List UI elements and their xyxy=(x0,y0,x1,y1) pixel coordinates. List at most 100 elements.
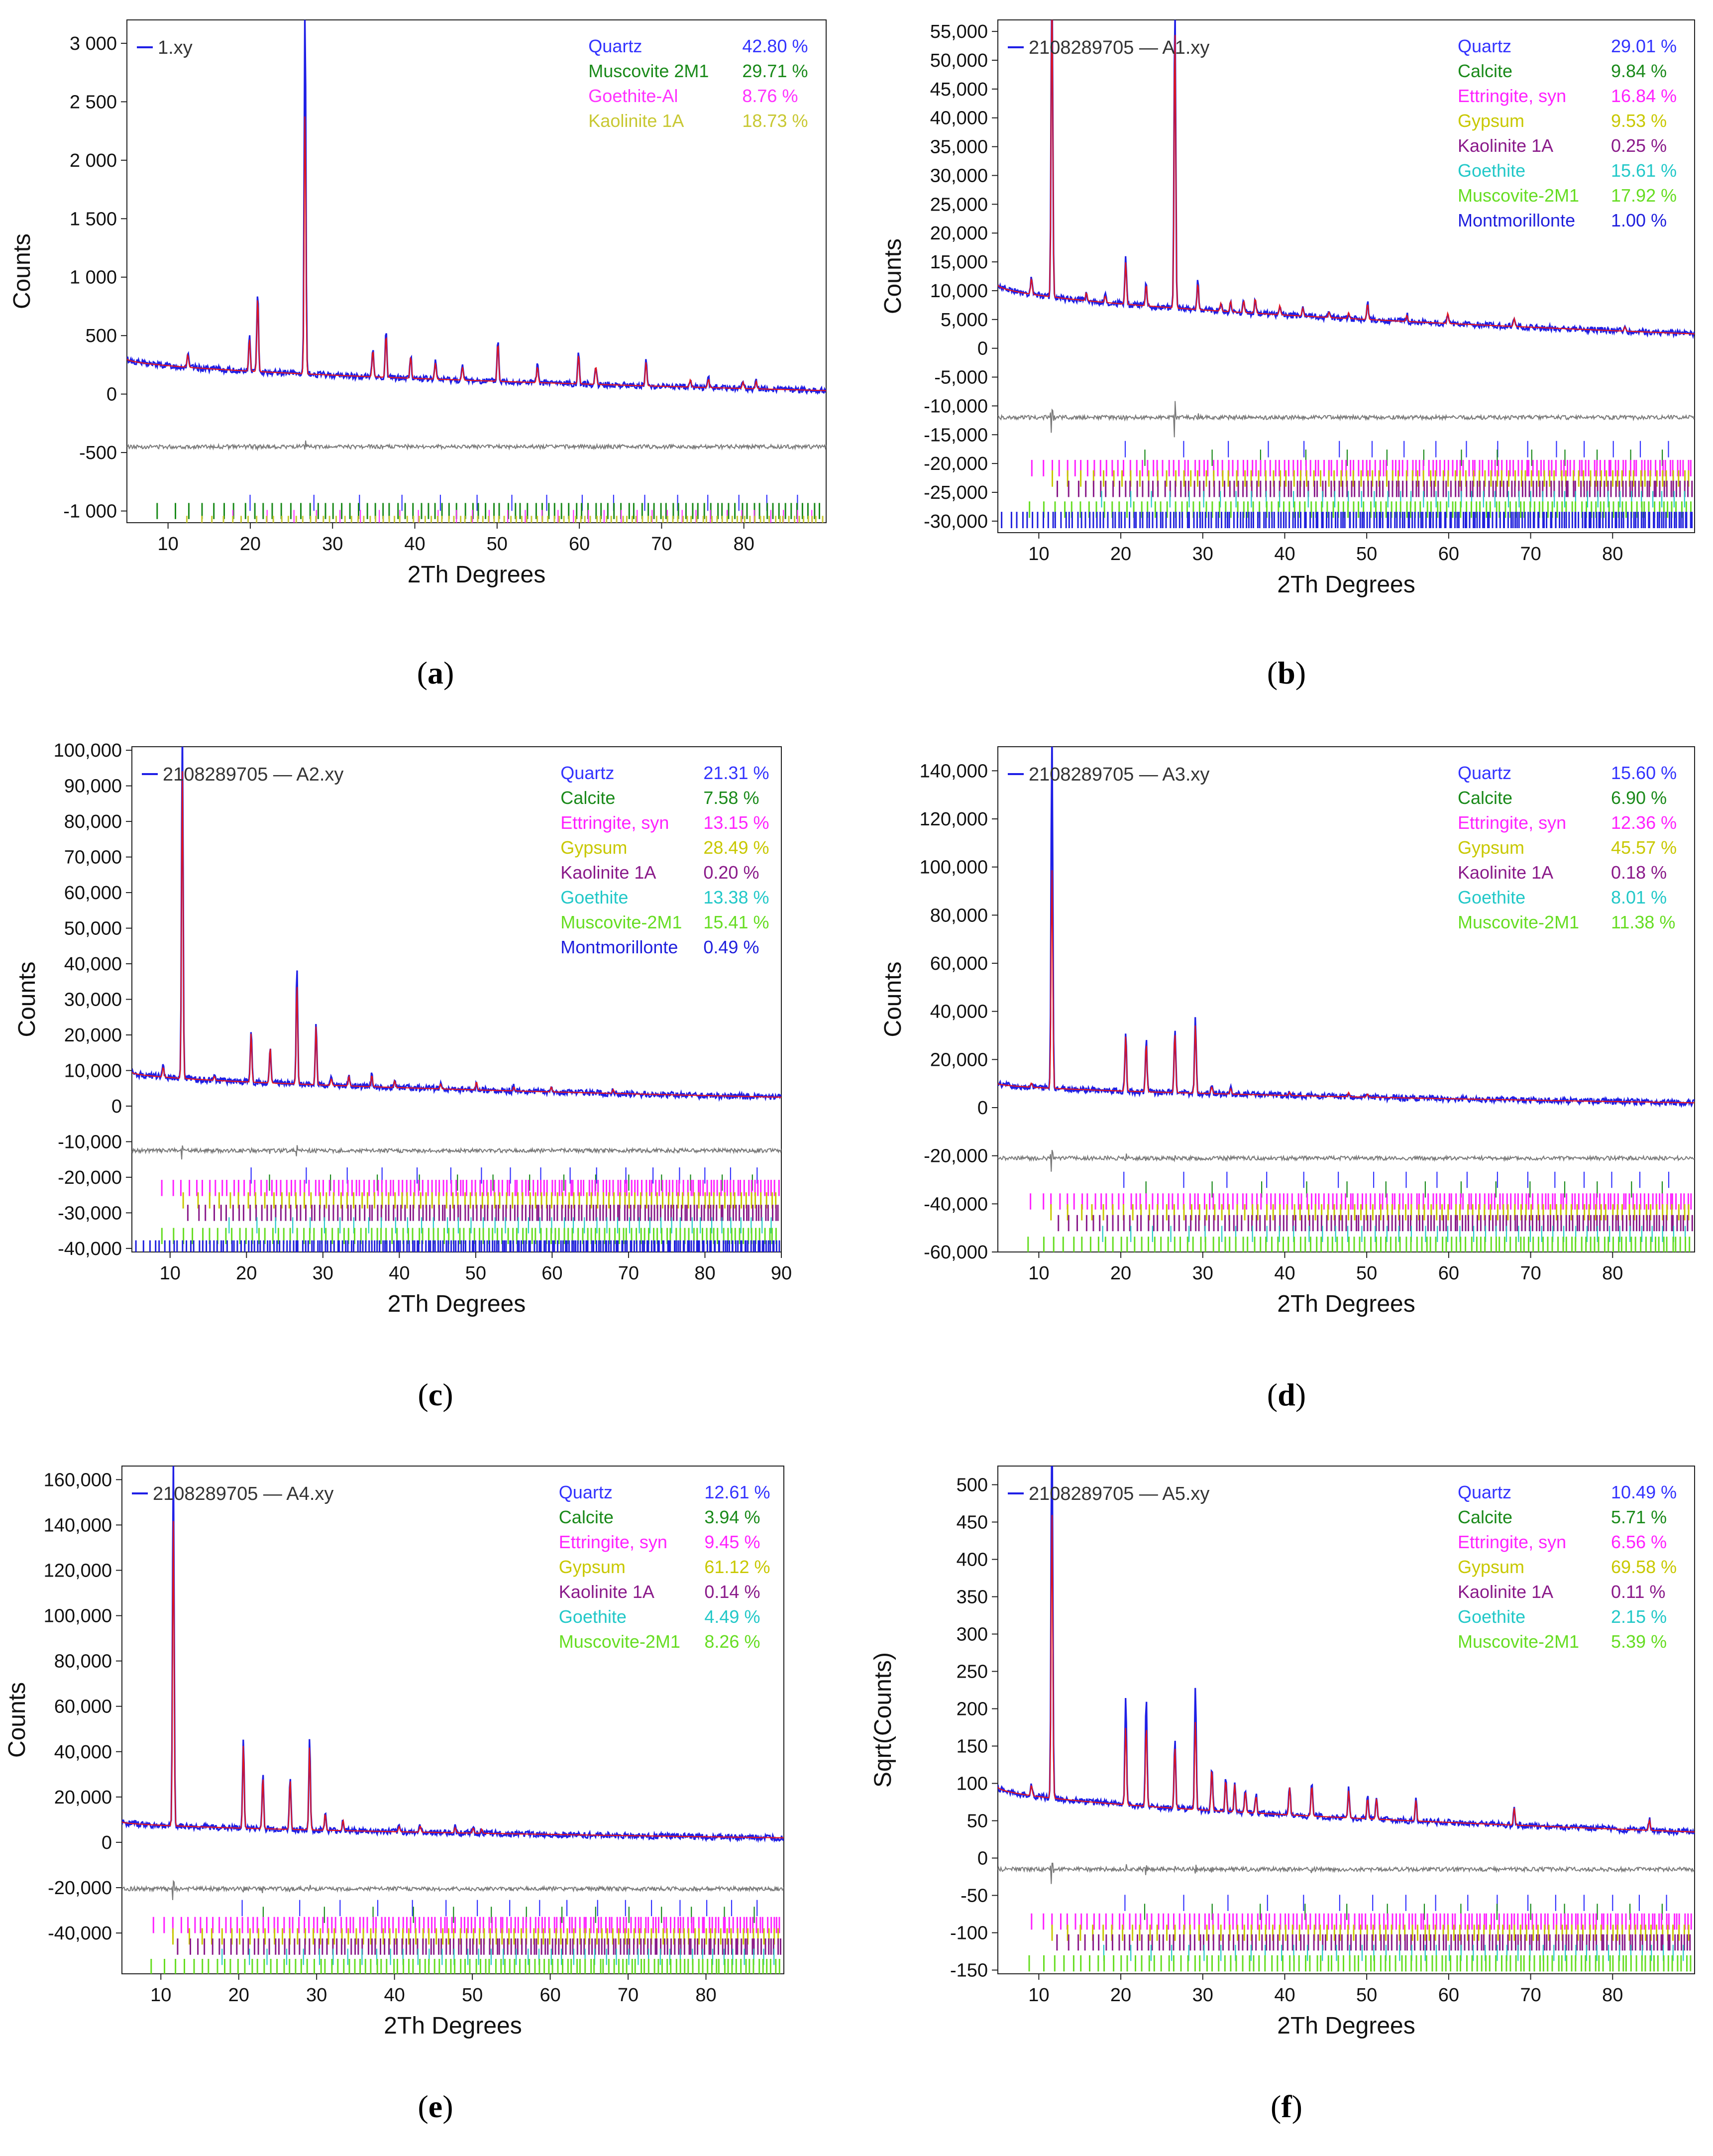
x-tick-label: 80 xyxy=(1602,1985,1623,2006)
phase-legend-percent: 9.45 % xyxy=(704,1532,760,1552)
x-tick-label: 60 xyxy=(1438,1985,1459,2006)
phase-legend-percent: 6.90 % xyxy=(1611,788,1667,808)
phase-legend-percent: 28.49 % xyxy=(703,837,769,858)
phase-legend-percent: 42.80 % xyxy=(742,36,808,56)
x-tick-label: 40 xyxy=(1274,1985,1295,2006)
y-tick-label: 1 000 xyxy=(70,267,117,288)
y-tick-label: -20,000 xyxy=(924,454,988,474)
phase-ticks-kaolinite-1a xyxy=(1057,480,1693,497)
x-tick-label: 80 xyxy=(1602,544,1623,565)
difference-series xyxy=(132,1145,781,1160)
phase-ticks-ettringite-syn xyxy=(1030,1193,1692,1210)
plot-frame xyxy=(997,746,1695,1252)
x-tick-label: 20 xyxy=(1110,544,1131,565)
phase-legend-name: Goethite xyxy=(1458,1606,1525,1627)
phase-ticks-calcite xyxy=(1144,450,1663,466)
panel-e-chart: 160,000 140,000 120,000 100,000 80,000 60,000… xyxy=(4,1466,784,2039)
observed-series xyxy=(122,1466,784,1843)
phase-legend-name: Goethite xyxy=(560,887,628,908)
y-tick-label: 2 500 xyxy=(70,92,117,113)
y-tick-label: 50,000 xyxy=(930,50,988,71)
phase-ticks-calcite xyxy=(1145,1181,1663,1198)
x-tick-label: 30 xyxy=(322,534,343,555)
y-tick-label: 10,000 xyxy=(64,1060,122,1081)
y-tick-label: 30,000 xyxy=(64,990,122,1011)
phase-ticks-quartz xyxy=(241,1900,758,1917)
x-tick-label: 60 xyxy=(1438,544,1459,565)
y-tick-label: 5,000 xyxy=(941,310,988,331)
y-tick-label: -40,000 xyxy=(48,1923,112,1944)
caption-f: (f) xyxy=(1271,2089,1302,2124)
x-tick-label: 10 xyxy=(1028,1985,1049,2006)
phase-legend-percent: 0.49 % xyxy=(703,937,759,957)
x-tick-label: 70 xyxy=(618,1263,639,1284)
y-tick-label: 15,000 xyxy=(930,252,988,273)
phase-legend-percent: 15.60 % xyxy=(1611,763,1677,783)
x-tick-label: 90 xyxy=(771,1263,792,1284)
calculated-series xyxy=(132,771,781,1098)
difference-series xyxy=(122,1880,784,1900)
phase-ticks-gypsum xyxy=(1052,470,1690,487)
phase-ticks-montmorillonte xyxy=(135,1240,780,1252)
phase-legend-percent: 15.61 % xyxy=(1611,160,1677,181)
phase-legend-percent: 10.49 % xyxy=(1611,1482,1677,1502)
y-tick-label: 100,000 xyxy=(920,857,988,878)
x-tick-label: 50 xyxy=(1356,544,1377,565)
phase-legend-percent: 45.57 % xyxy=(1611,837,1677,858)
phase-legend-percent: 4.49 % xyxy=(704,1606,760,1627)
x-tick-label: 10 xyxy=(158,534,179,555)
phase-legend-name: Montmorillonte xyxy=(560,937,678,957)
x-tick-label: 40 xyxy=(384,1985,405,2006)
phase-ticks-gypsum xyxy=(182,1192,777,1209)
x-tick-label: 40 xyxy=(1274,544,1295,565)
y-tick-label: -40,000 xyxy=(924,1194,988,1215)
phase-ticks-calcite xyxy=(269,1174,753,1191)
phase-ticks-calcite xyxy=(1144,1904,1663,1920)
phase-legend-name: Kaolinite 1A xyxy=(1458,1582,1553,1602)
phase-legend-name: Gypsum xyxy=(1458,111,1524,131)
legend-sample-label: 2108289705 — A4.xy xyxy=(153,1483,333,1504)
caption-a: (a) xyxy=(417,655,454,690)
x-tick-label: 50 xyxy=(1356,1263,1377,1284)
phase-legend-name: Goethite xyxy=(559,1606,627,1627)
y-tick-label: 30,000 xyxy=(930,165,988,186)
y-tick-label: 500 xyxy=(86,326,117,346)
phase-ticks-calcite xyxy=(262,1907,755,1923)
phase-ticks-gypsum xyxy=(172,1928,779,1945)
phase-legend-name: Quartz xyxy=(1458,1482,1511,1502)
x-tick-label: 60 xyxy=(1438,1263,1459,1284)
phase-legend-percent: 3.94 % xyxy=(704,1507,760,1527)
y-tick-label: 0 xyxy=(977,339,988,359)
y-tick-label: -10,000 xyxy=(924,396,988,417)
x-tick-label: 80 xyxy=(694,1263,715,1284)
phase-ticks-ettringite-syn xyxy=(1031,459,1692,476)
phase-ticks-goethite xyxy=(1102,1226,1686,1242)
y-tick-label: 60,000 xyxy=(64,883,122,904)
traces xyxy=(122,1466,784,1974)
phase-legend-percent: 15.41 % xyxy=(703,912,769,932)
y-tick-label: 10,000 xyxy=(930,281,988,302)
y-tick-label: -100 xyxy=(950,1923,988,1944)
y-tick-label: 120,000 xyxy=(44,1560,112,1581)
phase-legend-name: Calcite xyxy=(560,788,615,808)
phase-legend-name: Gypsum xyxy=(559,1557,626,1577)
phase-legend-percent: 2.15 % xyxy=(1611,1606,1667,1627)
y-tick-label: 25,000 xyxy=(930,194,988,215)
legend-sample-label: 2108289705 — A3.xy xyxy=(1029,764,1209,785)
y-tick-label: 50,000 xyxy=(64,918,122,939)
phase-legend-name: Kaolinite 1A xyxy=(588,111,684,131)
y-tick-label: 140,000 xyxy=(920,761,988,782)
traces xyxy=(127,20,826,523)
phase-legend-name: Goethite xyxy=(1458,160,1525,181)
phase-legend-name: Quartz xyxy=(1458,36,1511,56)
caption-c-letter: c xyxy=(428,1377,443,1412)
traces xyxy=(998,747,1695,1252)
phase-legend-name: Gypsum xyxy=(560,837,627,858)
x-tick-label: 10 xyxy=(1028,1263,1049,1284)
y-tick-label: 20,000 xyxy=(930,1049,988,1070)
y-tick-label: 0 xyxy=(107,384,117,405)
legend-sample-label: 2108289705 — A1.xy xyxy=(1029,37,1209,58)
x-tick-label: 20 xyxy=(1110,1263,1131,1284)
y-tick-label: 2 000 xyxy=(70,150,117,171)
y-tick-label: -50 xyxy=(961,1886,988,1907)
